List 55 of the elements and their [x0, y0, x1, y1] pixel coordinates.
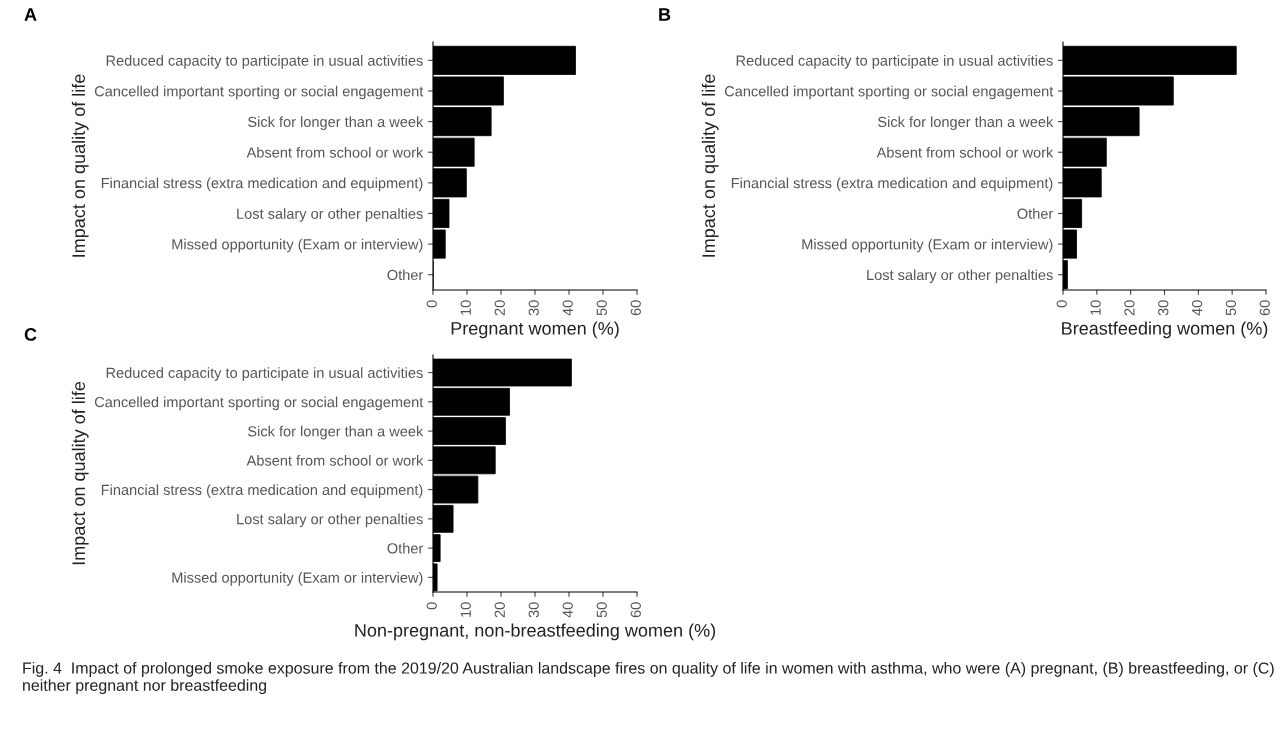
y-axis-title: Impact on quality of life [71, 381, 89, 565]
y-axis-title: Impact on quality of life [71, 74, 89, 257]
x-tick-label: 40 [1191, 300, 1203, 316]
y-tick-label: Absent from school or work [246, 146, 424, 158]
y-tick-label: Sick for longer than a week [248, 425, 424, 440]
x-tick-label: 50 [1225, 300, 1237, 316]
x-tick-label: 20 [494, 300, 505, 316]
x-tick-label: 50 [596, 300, 607, 316]
y-tick-label: Lost salary or other penalties [237, 208, 423, 222]
x-tick-label: 60 [1259, 300, 1270, 316]
x-tick-label: 30 [528, 602, 539, 618]
y-tick-label: Absent from school or work [246, 455, 424, 466]
y-tick-label: Cancelled important sporting or social engagement [724, 85, 1054, 100]
y-tick-label: Reduced capacity to participate in usual activities [736, 55, 1053, 69]
y-tick-label: Other [387, 269, 424, 281]
x-tick-label: 0 [426, 300, 437, 308]
x-tick-label: 10 [460, 300, 471, 315]
x-tick-label: 60 [630, 602, 641, 618]
y-axis-title: Impact on quality of life [701, 74, 719, 257]
text: C [24, 328, 37, 341]
y-tick-label: Reduced capacity to participate in usual activities [106, 367, 423, 381]
x-tick-label: 60 [630, 300, 641, 316]
text: B [659, 8, 671, 21]
y-tick-label: Absent from school or work [876, 146, 1054, 158]
x-tick-label: 50 [596, 602, 607, 618]
caption: Fig. 4 Impact of prolonged smoke exposure from the 2019/20 Australian landscape fires on quality of life in women with asthma, who were (A) pregnant, (B) breastfeeding, or (C) neither pregnant nor breastfeeding [23, 662, 1274, 695]
x-tick-label: 0 [1056, 300, 1067, 308]
x-axis-title: Pregnant women (%) [451, 321, 619, 339]
y-tick-label: Financial stress (extra medication and equipment) [101, 177, 423, 192]
x-axis-title: Breastfeeding women (%) [1062, 321, 1268, 339]
y-tick-label: Missed opportunity (Exam or interview) [802, 238, 1053, 253]
x-axis-title: Non-pregnant, non-breastfeeding women (%) [355, 623, 716, 641]
x-tick-label: 40 [562, 300, 573, 316]
y-tick-label: Financial stress (extra medication and equipment) [731, 177, 1053, 192]
y-tick-label: Missed opportunity (Exam or interview) [172, 238, 423, 253]
x-tick-label: 0 [426, 602, 437, 610]
x-tick-label: 30 [1158, 300, 1169, 316]
y-tick-label: Cancelled important sporting or social engagement [94, 396, 424, 411]
y-tick-label: Other [387, 542, 424, 554]
y-tick-label: Reduced capacity to participate in usual activities [106, 55, 423, 69]
y-tick-label: Missed opportunity (Exam or interview) [172, 572, 423, 586]
y-tick-label: Sick for longer than a week [248, 116, 424, 130]
y-tick-label: Other [1017, 208, 1054, 219]
y-tick-label: Sick for longer than a week [878, 116, 1054, 130]
y-tick-label: Lost salary or other penalties [867, 269, 1053, 283]
y-tick-label: Cancelled important sporting or social engagement [94, 85, 424, 100]
text: A [24, 8, 37, 21]
y-tick-label: Financial stress (extra medication and equipment) [101, 484, 423, 498]
y-tick-label: Lost salary or other penalties [237, 513, 423, 528]
x-tick-label: 30 [528, 300, 539, 316]
x-tick-label: 10 [460, 602, 471, 617]
x-tick-label: 20 [494, 602, 505, 618]
x-tick-label: 10 [1090, 300, 1101, 315]
x-tick-label: 40 [562, 602, 573, 618]
x-tick-label: 20 [1124, 300, 1135, 316]
